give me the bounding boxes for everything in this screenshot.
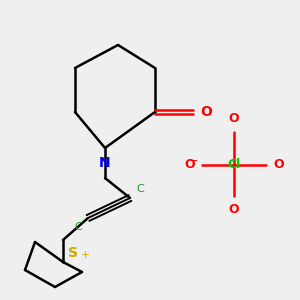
Text: O: O [184,158,195,172]
Text: −: − [189,156,198,166]
Text: Cl: Cl [227,158,241,172]
Text: O: O [200,105,212,119]
Text: +: + [81,250,90,260]
Text: O: O [273,158,284,172]
Text: C: C [136,184,144,194]
Text: N: N [99,156,111,170]
Text: C: C [74,222,82,232]
Text: O: O [229,112,239,125]
Text: O: O [229,203,239,216]
Text: S: S [68,246,78,260]
